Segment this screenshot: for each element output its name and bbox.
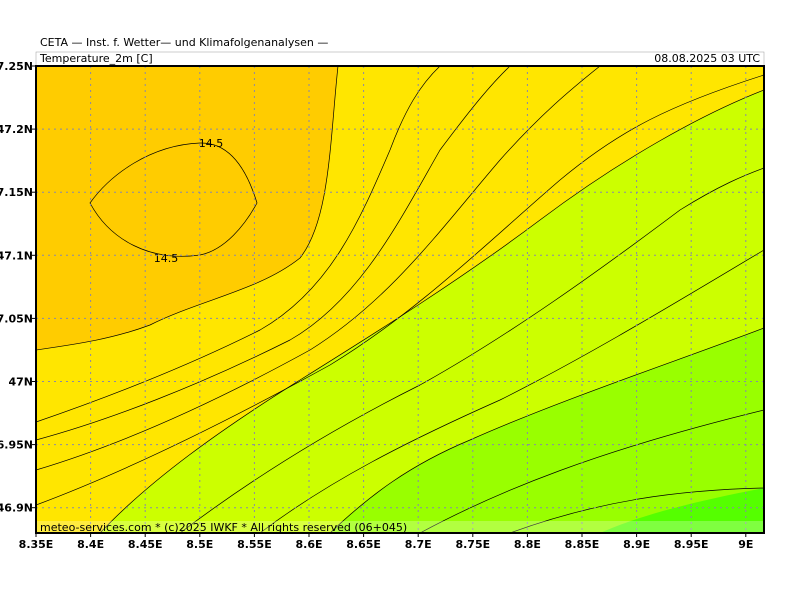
contour-label: 14.5 — [199, 137, 224, 150]
x-tick-label: 8.65E — [346, 538, 381, 551]
x-tick-label: 8.6E — [295, 538, 322, 551]
x-tick-label: 8.85E — [565, 538, 600, 551]
x-tick-label: 8.45E — [128, 538, 163, 551]
x-tick-label: 8.95E — [674, 538, 709, 551]
x-tick-label: 8.55E — [237, 538, 272, 551]
y-tick-label: 6.95N — [0, 439, 33, 452]
y-tick-label: 46.9N — [0, 502, 33, 515]
contour-map — [36, 66, 764, 533]
contour-label: 14.5 — [154, 252, 179, 265]
band-brightgreen — [600, 488, 764, 533]
header-title: CETA — Inst. f. Wetter— und Klimafolgena… — [40, 36, 328, 49]
y-tick-label: 47.1N — [0, 249, 33, 262]
x-tick-label: 8.75E — [455, 538, 490, 551]
contour-lines — [36, 66, 764, 533]
plot-frame — [35, 65, 765, 534]
x-tick-label: 8.35E — [19, 538, 54, 551]
x-tick-label: 8.7E — [405, 538, 432, 551]
band-orange — [36, 66, 338, 350]
x-tick-label: 8.4E — [77, 538, 104, 551]
x-tick-label: 8.8E — [514, 538, 541, 551]
y-tick-label: 47N — [8, 376, 33, 389]
x-tick-label: 8.5E — [186, 538, 213, 551]
valid-time: 08.08.2025 03 UTC — [654, 52, 760, 65]
y-tick-label: 47.2N — [0, 123, 33, 136]
y-tick-label: 7.15N — [0, 186, 33, 199]
footer-bar — [36, 521, 764, 533]
y-tick-label: 7.05N — [0, 312, 33, 325]
variable-name: Temperature_2m [C] — [39, 52, 153, 65]
grid — [36, 66, 764, 533]
x-tick-label: 9E — [738, 538, 753, 551]
band-green — [330, 328, 764, 533]
x-tick-label: 8.9E — [623, 538, 650, 551]
y-tick-label: 7.25N — [0, 60, 33, 73]
footer-credit: meteo-services.com * (c)2025 IWKF * All … — [40, 521, 407, 534]
